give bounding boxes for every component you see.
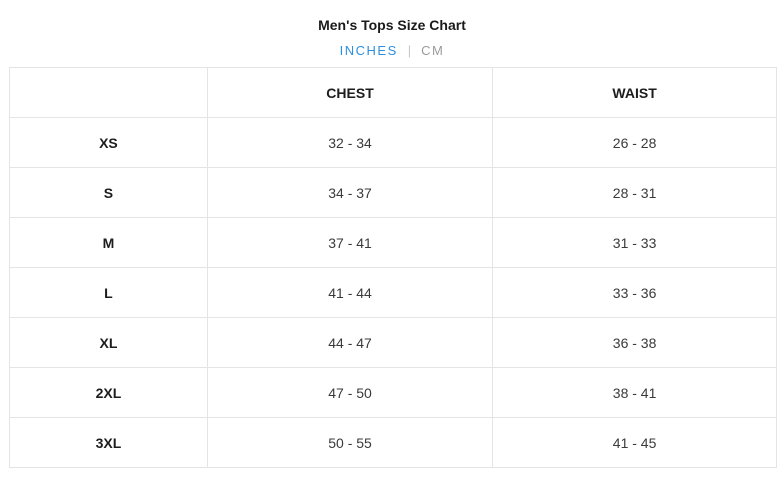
size-cell: L <box>9 267 208 318</box>
waist-cell: 28 - 31 <box>492 167 777 218</box>
waist-cell: 41 - 45 <box>492 417 777 468</box>
header-cell-waist: WAIST <box>492 67 777 118</box>
chest-cell: 50 - 55 <box>206 417 494 468</box>
size-cell: 3XL <box>9 417 208 468</box>
size-cell: M <box>9 217 208 268</box>
waist-cell: 31 - 33 <box>492 217 777 268</box>
table-row: S 34 - 37 28 - 31 <box>9 167 777 218</box>
table-row: XS 32 - 34 26 - 28 <box>9 117 777 168</box>
page-title: Men's Tops Size Chart <box>318 17 466 33</box>
header-cell-size <box>9 67 208 118</box>
table-row: M 37 - 41 31 - 33 <box>9 217 777 268</box>
table-row: L 41 - 44 33 - 36 <box>9 267 777 318</box>
size-table-wrapper: CHEST WAIST XS 32 - 34 26 - 28 S 34 - 37… <box>0 67 784 468</box>
waist-cell: 38 - 41 <box>492 367 777 418</box>
chest-cell: 41 - 44 <box>206 267 494 318</box>
unit-separator: | <box>407 43 412 58</box>
chest-cell: 34 - 37 <box>206 167 494 218</box>
chest-cell: 44 - 47 <box>206 317 494 368</box>
header-cell-chest: CHEST <box>206 67 494 118</box>
size-cell: XS <box>9 117 208 168</box>
table-row: 2XL 47 - 50 38 - 41 <box>9 367 777 418</box>
size-table: CHEST WAIST XS 32 - 34 26 - 28 S 34 - 37… <box>9 67 777 468</box>
waist-cell: 26 - 28 <box>492 117 777 168</box>
table-row: XL 44 - 47 36 - 38 <box>9 317 777 368</box>
table-row: 3XL 50 - 55 41 - 45 <box>9 417 777 468</box>
unit-option-cm[interactable]: CM <box>421 43 445 58</box>
table-header-row: CHEST WAIST <box>9 67 777 118</box>
waist-cell: 36 - 38 <box>492 317 777 368</box>
size-cell: S <box>9 167 208 218</box>
chest-cell: 47 - 50 <box>206 367 494 418</box>
waist-cell: 33 - 36 <box>492 267 777 318</box>
unit-toggle: INCHES | CM <box>0 43 784 58</box>
unit-option-inches[interactable]: INCHES <box>339 43 398 58</box>
chest-cell: 32 - 34 <box>206 117 494 168</box>
size-cell: XL <box>9 317 208 368</box>
chest-cell: 37 - 41 <box>206 217 494 268</box>
size-cell: 2XL <box>9 367 208 418</box>
